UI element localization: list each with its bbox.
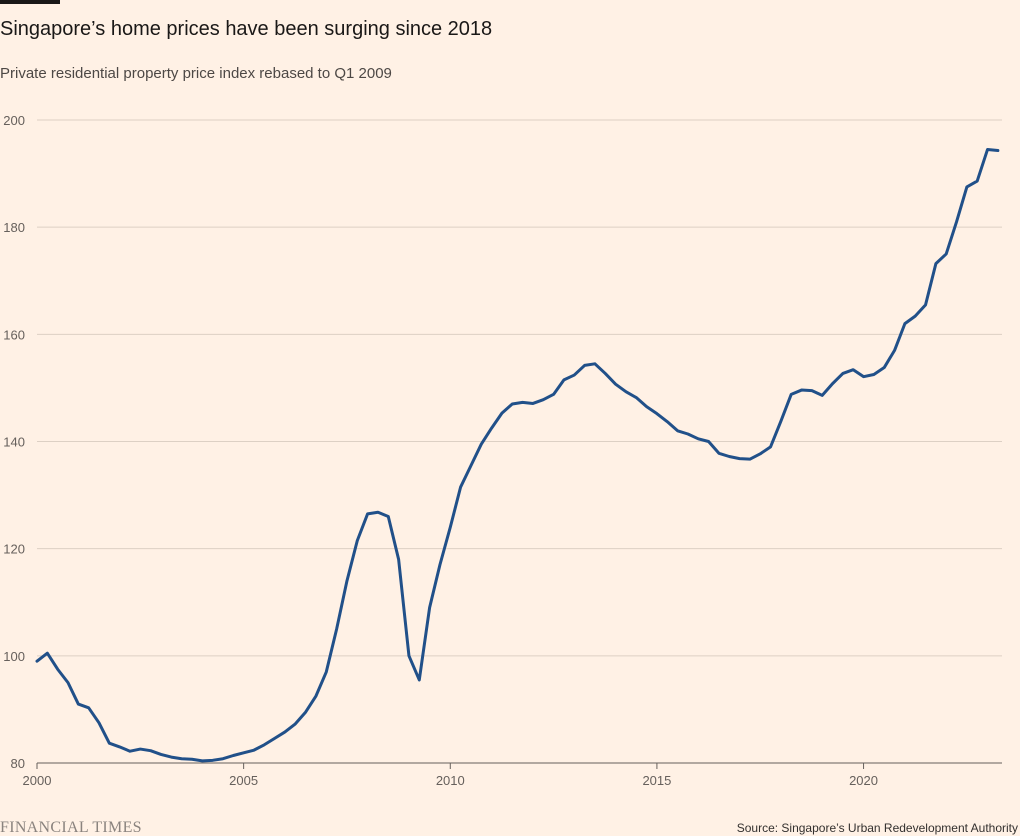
x-tick-label: 2000 bbox=[23, 773, 52, 788]
y-tick-label: 160 bbox=[3, 327, 25, 342]
y-tick-label: 120 bbox=[3, 542, 25, 557]
y-tick-label: 180 bbox=[3, 220, 25, 235]
brand-bar bbox=[0, 0, 60, 4]
y-tick-label: 140 bbox=[3, 435, 25, 450]
line bbox=[35, 147, 1000, 763]
x-tick-label: 2005 bbox=[229, 773, 258, 788]
x-tick-label: 2010 bbox=[436, 773, 465, 788]
y-tick-label: 80 bbox=[11, 756, 25, 771]
x-tick-label: 2020 bbox=[849, 773, 878, 788]
source: Source: Singapore’s Urban Redevelopment … bbox=[737, 821, 1018, 835]
y-tick-label: 100 bbox=[3, 649, 25, 664]
chart-title: Singapore’s home prices have been surgin… bbox=[0, 18, 492, 40]
chart-subtitle: Private residential property price index… bbox=[0, 65, 392, 82]
y-tick-label: 200 bbox=[3, 113, 25, 128]
brand: FINANCIAL TIMES bbox=[0, 819, 142, 836]
x-tick-label: 2015 bbox=[642, 773, 671, 788]
